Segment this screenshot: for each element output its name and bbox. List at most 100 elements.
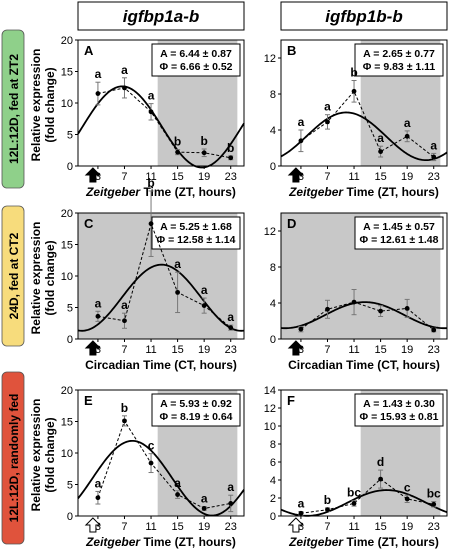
- ytick-label-c-1: 5: [67, 303, 73, 315]
- xtick-label-a-4: 19: [198, 171, 210, 183]
- significance-label-c-0: a: [95, 296, 102, 310]
- ylabel-row-1-line1: Relative expression: [29, 49, 43, 162]
- significance-label-f-5: bc: [427, 487, 441, 501]
- data-line-c: [97, 222, 232, 329]
- data-point-f-4: [404, 496, 410, 502]
- ytick-label-e-3: 15: [61, 417, 73, 429]
- xtick-label-f-2: 11: [348, 521, 359, 533]
- xtick-label-c-5: 23: [225, 344, 237, 356]
- panel-b: 0 4 8 12 3 7 11 15 19 23 Zeitgeber Time (ZT, hours…: [264, 39, 448, 199]
- stats-box-d: [354, 216, 444, 250]
- xtick-label-f-0: 3: [298, 521, 304, 533]
- feeding-arrow-d: [287, 340, 305, 356]
- xlabel-text-c: Circadian Time (CT, hours): [85, 358, 237, 372]
- panel-letter-c: C: [84, 216, 94, 231]
- data-point-b-5: [431, 154, 437, 160]
- data-point-d-2: [351, 299, 357, 305]
- stats-text-a-0: A = 6.44 ± 0.87: [160, 48, 232, 60]
- significance-label-b-5: a: [430, 138, 437, 152]
- ytick-label-f-3: 6: [270, 457, 276, 469]
- feeding-arrow-f: [287, 517, 305, 533]
- significance-label-f-3: d: [377, 455, 384, 469]
- significance-label-f-0: a: [298, 497, 305, 511]
- ylabel-row-3-line1: Relative expression: [29, 399, 43, 512]
- xtick-label-f-4: 19: [401, 521, 413, 533]
- data-point-b-2: [351, 88, 357, 94]
- data-line-d: [300, 301, 435, 331]
- stats-box-e: [151, 393, 241, 427]
- data-point-a-0: [95, 91, 101, 96]
- stats-box-a: [151, 43, 241, 77]
- xlabel-text-f: Time (ZT, hours): [343, 535, 439, 549]
- significance-label-e-5: a: [227, 480, 234, 494]
- xtick-label-a-5: 23: [225, 171, 237, 183]
- column-header-left-text: igfbp1a-b: [123, 7, 200, 26]
- significance-label-a-0: a: [95, 67, 102, 81]
- data-point-f-3: [378, 476, 383, 482]
- xtick-label-e-5: 23: [225, 521, 237, 533]
- xtick-label-c-3: 15: [171, 344, 183, 356]
- xlabel-italic-e: Zeitgeber: [85, 535, 141, 549]
- xtick-label-a-1: 7: [121, 171, 127, 183]
- feeding-arrow-a: [84, 167, 102, 183]
- significance-label-c-2: b: [147, 176, 154, 190]
- xlabel-d: Circadian Time (CT, hours): [288, 358, 440, 372]
- xtick-label-d-1: 7: [324, 344, 330, 356]
- significance-label-a-2: a: [148, 89, 155, 103]
- column-header-right: igfbp1b-b: [280, 1, 448, 31]
- xlabel-a: Zeitgeber Time (ZT, hours): [85, 185, 236, 199]
- xtick-label-e-2: 11: [145, 521, 156, 533]
- column-header-right-text: igfbp1b-b: [325, 7, 402, 26]
- data-point-b-0: [298, 138, 304, 144]
- ytick-label-f-0: 0: [270, 511, 276, 523]
- significance-label-e-2: c: [148, 439, 155, 453]
- significance-label-c-4: a: [201, 283, 208, 297]
- data-point-d-5: [431, 327, 437, 333]
- panel-letter-b: B: [287, 43, 296, 58]
- data-line-e: [97, 419, 231, 509]
- panel-letter-d: D: [287, 216, 296, 231]
- panel-c: 0 5 10 15 20 3 7 11 15 19 23 Circadian Time (CT, ho…: [61, 176, 245, 372]
- stats-text-f-1: Φ = 15.93 ± 0.81: [360, 411, 439, 423]
- significance-label-a-3: b: [174, 135, 181, 149]
- xtick-label-e-1: 7: [121, 521, 127, 533]
- panel-d: 0 4 8 12 3 7 11 15 19 23 Circadian Time (CT, hours…: [264, 212, 448, 372]
- xtick-label-d-2: 11: [348, 344, 359, 356]
- data-point-c-2: [148, 221, 154, 227]
- significance-label-f-1: b: [324, 493, 331, 507]
- panel-f: 0 2 4 6 8 10 12 14 3 7 11 15 19 23 Zeitgeber Time (ZT,…: [264, 385, 448, 549]
- stats-box-b: [354, 43, 444, 77]
- fit-curve-e: [77, 439, 245, 517]
- ylabel-row-3: Relative expression (fold change): [29, 399, 57, 512]
- data-line-f: [300, 478, 434, 514]
- data-point-d-1: [325, 306, 330, 312]
- data-point-c-0: [95, 313, 101, 319]
- xlabel-f: Zeitgeber Time (ZT, hours): [288, 535, 439, 549]
- data-point-e-4: [201, 506, 207, 511]
- significance-label-e-4: a: [201, 492, 208, 506]
- data-point-b-3: [378, 149, 383, 155]
- significance-label-a-1: a: [121, 63, 128, 77]
- xlabel-text-a: Time (ZT, hours): [140, 185, 236, 199]
- ytick-label-a-0: 0: [67, 161, 73, 173]
- data-point-a-2: [148, 109, 154, 115]
- xlabel-e: Zeitgeber Time (ZT, hours): [85, 535, 236, 549]
- data-point-f-2: [351, 501, 357, 506]
- ytick-label-b-2: 8: [270, 89, 276, 101]
- stats-text-f-0: A = 1.43 ± 0.30: [363, 398, 435, 410]
- plot-frame-f: [280, 389, 448, 517]
- xlabel-italic-a: Zeitgeber: [85, 185, 141, 199]
- xtick-label-b-0: 3: [298, 171, 304, 183]
- row-label-3-text: 12L:12D, randomly fed: [7, 394, 21, 523]
- ylabel-row-2-line2: (fold change): [43, 240, 57, 315]
- xtick-label-b-5: 23: [428, 171, 440, 183]
- row-label-2: 24D, fed at CT2: [1, 205, 25, 347]
- ytick-label-c-3: 15: [61, 240, 73, 252]
- data-point-e-1: [122, 418, 127, 424]
- ytick-label-f-4: 8: [270, 439, 276, 451]
- xtick-label-d-4: 19: [401, 344, 413, 356]
- ytick-label-f-1: 2: [270, 493, 276, 505]
- ytick-label-f-2: 4: [270, 475, 276, 487]
- xlabel-italic-f: Zeitgeber: [288, 535, 344, 549]
